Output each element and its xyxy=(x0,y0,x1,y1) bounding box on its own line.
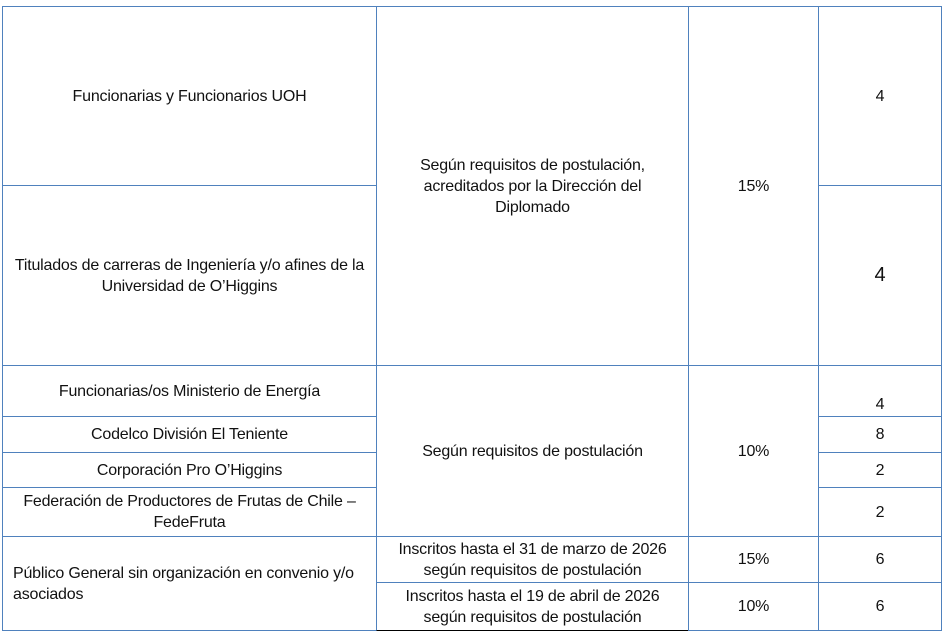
quota-value: 2 xyxy=(875,461,885,479)
group-label: Corporación Pro O’Higgins xyxy=(96,461,283,479)
requirement-cell: Inscritos hasta el 31 de marzo de 2026 s… xyxy=(376,536,689,583)
quota-value: 4 xyxy=(875,87,885,105)
requirement-label: Según requisitos de postulación, acredit… xyxy=(420,156,645,216)
group-label: Federación de Productores de Frutas de C… xyxy=(23,493,356,531)
group-label: Codelco División El Teniente xyxy=(91,426,288,443)
group-label: Funcionarias/os Ministerio de Energía xyxy=(58,382,321,400)
quota-cell: 4 xyxy=(818,365,942,417)
group-label: Público General sin organización en conv… xyxy=(13,564,354,603)
quota-value: 4 xyxy=(874,264,886,286)
discount-value: 10% xyxy=(737,442,770,460)
requirement-label: Según requisitos de postulación xyxy=(422,442,643,460)
quota-cell: 4 xyxy=(818,6,942,186)
discount-value: 15% xyxy=(737,177,770,195)
requirement-cell: Según requisitos de postulación, acredit… xyxy=(376,6,689,366)
group-cell: Funcionarias/os Ministerio de Energía xyxy=(2,365,377,417)
quota-cell: 8 xyxy=(818,416,942,453)
group-cell: Público General sin organización en conv… xyxy=(2,536,377,631)
requirement-label: Inscritos hasta el 19 de abril de 2026 s… xyxy=(405,587,660,626)
group-cell: Corporación Pro O’Higgins xyxy=(2,452,377,488)
requirement-label: Inscritos hasta el 31 de marzo de 2026 s… xyxy=(398,540,667,579)
quota-cell: 2 xyxy=(818,487,942,537)
quota-cell: 2 xyxy=(818,452,942,488)
group-label: Funcionarias y Funcionarios UOH xyxy=(72,87,307,105)
discount-cell: 10% xyxy=(688,582,819,631)
group-cell: Funcionarias y Funcionarios UOH xyxy=(2,6,377,186)
quota-cell: 6 xyxy=(818,582,942,631)
group-cell: Federación de Productores de Frutas de C… xyxy=(2,487,377,537)
quota-cell: 6 xyxy=(818,536,942,583)
quota-value: 6 xyxy=(875,551,885,568)
quota-value: 6 xyxy=(875,598,885,615)
discount-cell: 15% xyxy=(688,6,819,366)
discount-cell: 15% xyxy=(688,536,819,583)
quota-value: 2 xyxy=(875,503,885,521)
group-cell: Codelco División El Teniente xyxy=(2,416,377,453)
discount-cell: 10% xyxy=(688,365,819,537)
quota-value: 8 xyxy=(875,426,885,443)
quota-value: 4 xyxy=(875,396,885,413)
group-label: Titulados de carreras de Ingeniería y/o … xyxy=(14,256,365,295)
discount-value: 10% xyxy=(737,598,770,615)
discount-value: 15% xyxy=(737,551,770,568)
requirement-cell: Inscritos hasta el 19 de abril de 2026 s… xyxy=(376,582,689,631)
quota-cell: 4 xyxy=(818,185,942,366)
requirement-cell: Según requisitos de postulación xyxy=(376,365,689,537)
group-cell: Titulados de carreras de Ingeniería y/o … xyxy=(2,185,377,366)
